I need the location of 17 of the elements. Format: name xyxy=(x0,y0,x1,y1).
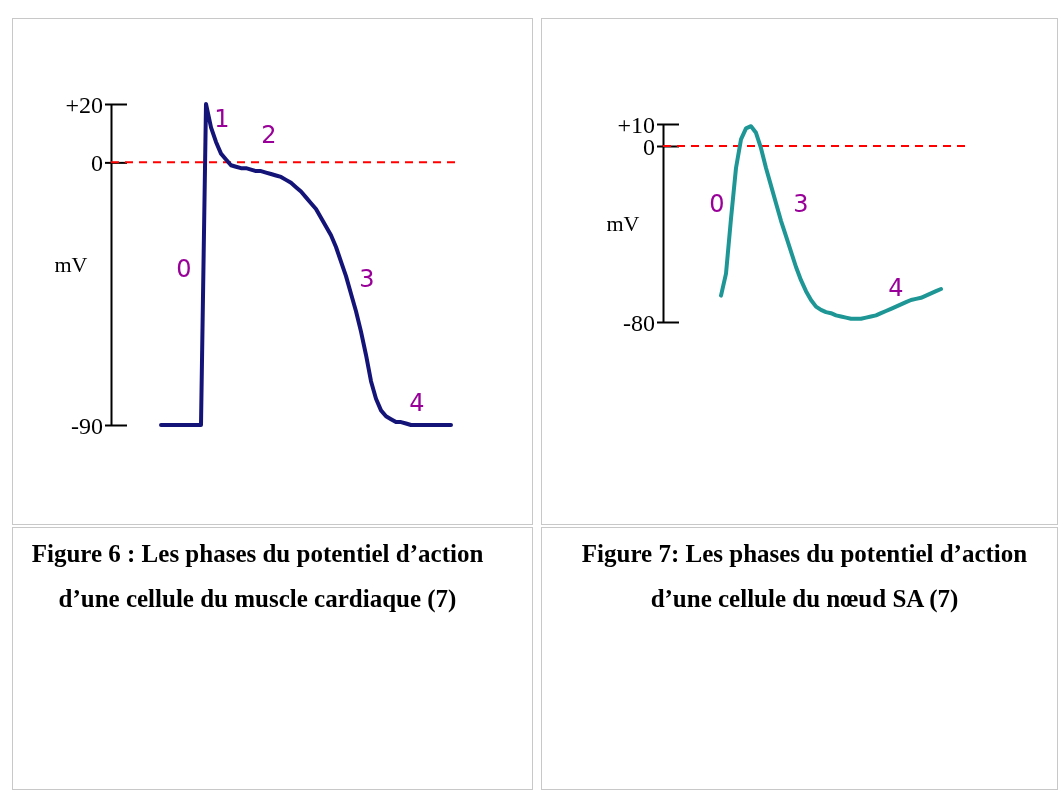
text: Figure 7: Les phases du potentiel d’action d’une cellule du nœud SA (7) xyxy=(580,539,1029,615)
y-tick-label: 0 xyxy=(91,150,103,177)
annotation: 4 xyxy=(888,274,904,303)
y-tick-label: -80 xyxy=(623,309,655,336)
y-axis-title: mV xyxy=(54,252,88,278)
text: Figure 6 : Les phases du potentiel d’action d’une cellule du muscle cardiaque (7) xyxy=(30,539,485,615)
annotation: 1 xyxy=(214,105,230,134)
annotation: 0 xyxy=(176,255,192,284)
y-tick-label: -90 xyxy=(71,412,103,439)
annotation: 2 xyxy=(261,121,277,150)
y-tick-label: +20 xyxy=(65,91,103,118)
annotation: 4 xyxy=(409,389,425,418)
annotation: 3 xyxy=(359,265,375,294)
y-axis-title: mV xyxy=(606,210,640,236)
annotation: 3 xyxy=(793,190,809,219)
line-series xyxy=(159,102,453,427)
annotation: 0 xyxy=(709,190,725,219)
